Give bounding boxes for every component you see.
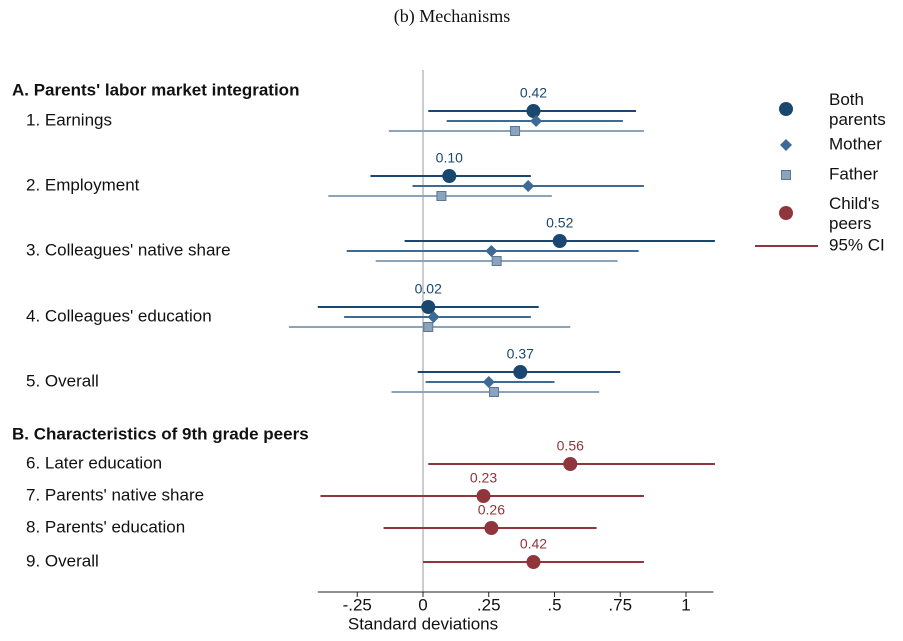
x-tick-label: 1 [681, 595, 690, 614]
x-tick-label: .5 [547, 595, 561, 614]
point [476, 489, 491, 503]
point [491, 256, 502, 266]
point [489, 387, 500, 397]
point [510, 126, 521, 136]
category-label: 4. Colleagues' education [26, 306, 212, 325]
value-label: 0.02 [415, 281, 442, 297]
point [485, 245, 498, 257]
value-label: 0.56 [557, 438, 584, 454]
point [482, 376, 495, 388]
point [526, 104, 541, 118]
x-tick-label: -.25 [343, 595, 372, 614]
point [427, 311, 440, 323]
value-label: 0.10 [436, 150, 463, 166]
legend-label: Child's peers [829, 194, 880, 233]
x-axis-label: Standard deviations [348, 614, 498, 633]
legend-label: Father [829, 164, 878, 183]
value-label: 0.23 [470, 470, 497, 486]
section-title: B. Characteristics of 9th grade peers [12, 424, 309, 443]
legend-marker [779, 206, 793, 220]
point [423, 322, 434, 332]
x-tick-label: .25 [477, 595, 501, 614]
legend-marker [780, 139, 792, 151]
point [442, 169, 457, 183]
value-label: 0.37 [507, 346, 534, 362]
value-label: 0.26 [478, 502, 505, 518]
point [421, 300, 436, 314]
category-label: 7. Parents' native share [26, 485, 204, 504]
category-label: 6. Later education [26, 453, 162, 472]
x-tick-label: 0 [418, 595, 427, 614]
category-label: 2. Employment [26, 175, 140, 194]
point [513, 365, 528, 379]
point [484, 521, 499, 535]
point [530, 115, 543, 127]
x-tick-label: .75 [608, 595, 632, 614]
legend-label: Both parents [829, 90, 886, 129]
point [552, 234, 567, 248]
category-label: 5. Overall [26, 371, 99, 390]
value-label: 0.42 [520, 85, 547, 101]
category-label: 3. Colleagues' native share [26, 240, 231, 259]
value-label: 0.52 [546, 215, 573, 231]
section-title: A. Parents' labor market integration [12, 80, 299, 99]
category-label: 9. Overall [26, 551, 99, 570]
legend-label: Mother [829, 134, 882, 153]
point [563, 457, 578, 471]
chart-title: (b) Mechanisms [394, 6, 510, 27]
point [436, 191, 447, 201]
legend-label: 95% CI [829, 235, 885, 254]
point [526, 555, 541, 569]
legend-marker [779, 102, 793, 116]
value-label: 0.42 [520, 536, 547, 552]
category-label: 8. Parents' education [26, 517, 185, 536]
category-label: 1. Earnings [26, 110, 112, 129]
legend-marker [781, 170, 791, 180]
point [522, 180, 535, 192]
